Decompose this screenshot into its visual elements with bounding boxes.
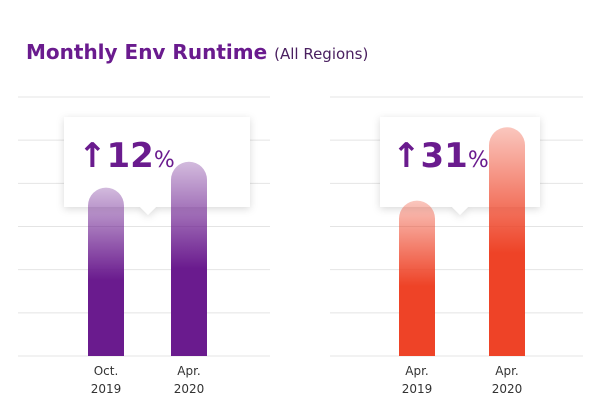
annotation: ↑12% <box>78 136 175 176</box>
x-tick-label: Oct. 2019 <box>90 364 122 396</box>
title-block: Monthly Env Runtime (All Regions) <box>26 40 368 64</box>
annotation-value: ↑12 <box>78 136 154 176</box>
x-tick-label: Apr. 2019 <box>401 364 433 396</box>
chart-title: Monthly Env Runtime <box>26 40 268 64</box>
annotation-unit: % <box>467 148 489 173</box>
bar <box>88 187 124 356</box>
chart-subtitle: (All Regions) <box>274 45 369 63</box>
x-tick-label: Apr. 2020 <box>491 364 523 396</box>
bar <box>171 161 207 356</box>
bar <box>489 127 525 356</box>
x-tick-label: Apr. 2020 <box>173 364 205 396</box>
annotation-unit: % <box>153 148 175 173</box>
annotation: ↑31% <box>392 136 489 176</box>
bar <box>399 200 435 356</box>
annotation-value: ↑31 <box>392 136 468 176</box>
